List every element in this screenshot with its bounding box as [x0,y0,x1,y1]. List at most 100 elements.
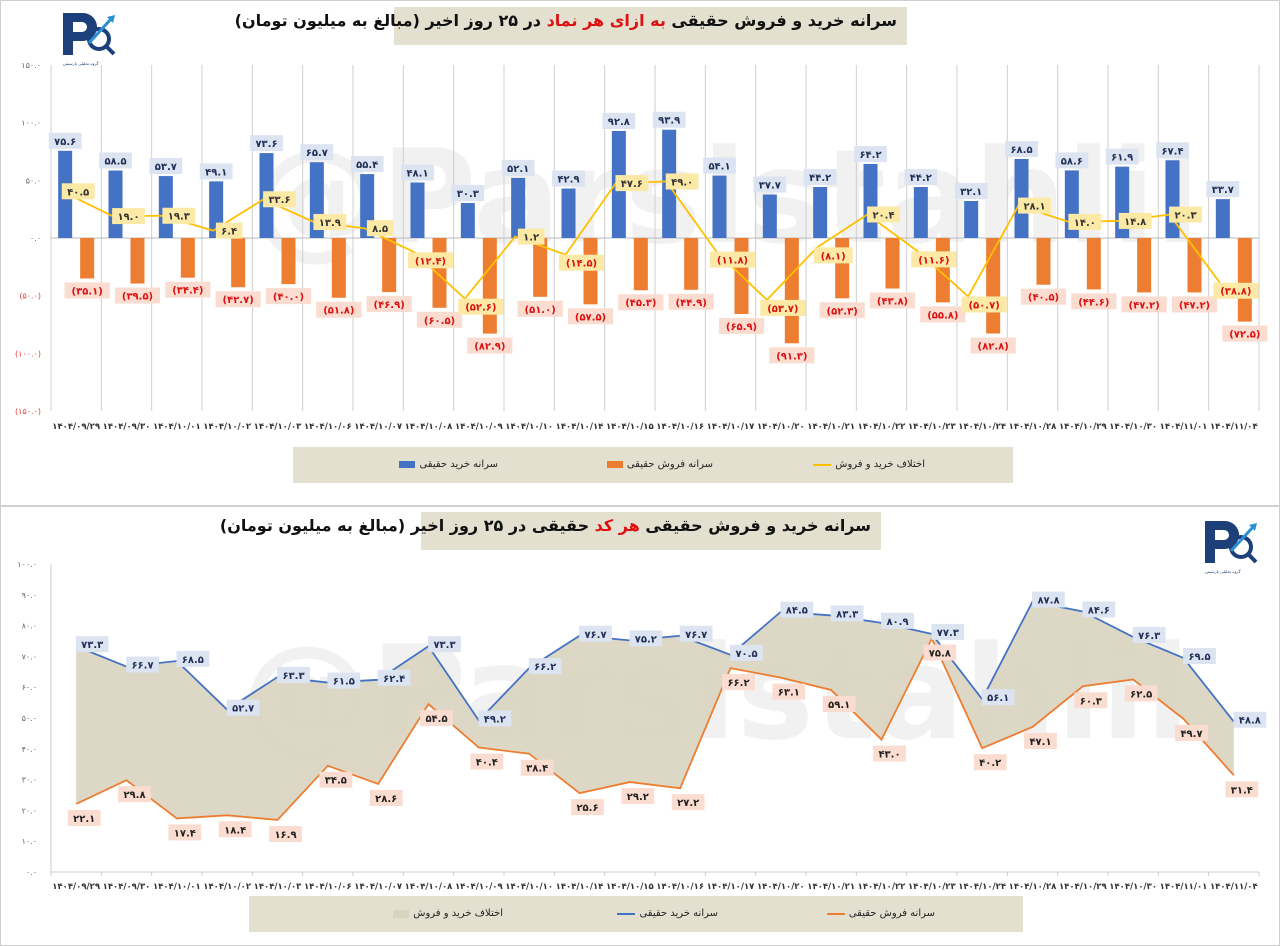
bar-sell [533,238,548,297]
sell-data-label-bg [218,821,252,838]
logo-icon [1205,521,1258,564]
sell-data-label: ۷۵.۸ [929,649,951,660]
x-tick-label: ۱۴۰۴/۱۰/۰۶ [304,422,352,432]
diff-data-label: ۲۰.۳ [1174,211,1196,222]
buy-data-label: ۵۸.۵ [104,157,126,168]
buy-data-label-bg [830,605,864,622]
diff-data-label-bg [911,251,957,268]
bar-buy [712,175,727,238]
x-tick-label: ۱۴۰۴/۱۰/۰۲ [203,882,252,892]
diff-data-label: ۶.۴ [221,227,237,238]
buy-data-label: ۷۷.۳ [937,628,959,639]
bar-sell [784,238,799,344]
sell-data-label: (۴۷.۲) [1129,300,1160,311]
sell-data-label: ۶۰.۳ [1080,696,1102,707]
buy-data-label: ۶۶.۷ [131,661,153,672]
buy-data-label: ۳۷.۷ [759,181,781,192]
buy-data-label-bg [350,156,384,173]
x-tick-label: ۱۴۰۴/۱۰/۱۴ [556,882,604,892]
sell-data-label-bg [621,788,655,805]
buy-data-label: ۶۳.۳ [282,671,304,682]
buy-data-label: ۴۴.۲ [809,173,831,184]
sell-data-label-bg [517,300,563,317]
buy-data-label-bg [451,185,485,202]
x-tick-label: ۱۴۰۴/۱۰/۱۵ [606,882,654,892]
buy-data-label-bg [528,658,562,675]
diff-data-label: (۱۱.۸) [717,256,748,267]
legend-swatch-sell [826,912,845,915]
buy-data-label: ۴۸.۸ [1239,716,1261,727]
sell-data-label-bg [168,824,202,841]
buy-data-label: ۶۸.۵ [182,655,204,666]
sell-data-label-bg [869,292,916,309]
sell-data-label: (۳۴.۴) [172,286,203,297]
buy-data-label: ۶۲.۴ [383,674,405,685]
bar-buy [561,188,576,238]
sell-data-label: ۴۷.۱ [1029,737,1051,748]
x-tick-label: ۱۴۰۴/۱۰/۲۹ [1059,422,1108,432]
x-tick-label: ۱۴۰۴/۱۰/۰۸ [405,882,454,892]
y-tick-label: ۸۰.۰ [22,622,37,631]
title-highlight: هر کد [594,516,640,535]
buy-data-label-bg [954,182,988,199]
buy-data-label-bg [250,135,283,152]
logo-caption: گروه تحلیلی پارسیس [1205,569,1241,574]
sell-data-label: (۵۵.۸) [927,310,958,321]
diff-data-label: (۱۱.۶) [918,255,949,266]
bar-buy [813,187,828,238]
x-tick-label: ۱۴۰۴/۰۹/۲۹ [52,882,101,892]
diff-data-label: (۱۴.۵) [566,259,597,270]
diff-data-label-bg [961,296,1007,313]
chart-legend: اختلاف خرید و فروش سرانه خرید حقیقی سران… [249,896,1023,932]
buy-data-label: ۴۴.۲ [910,173,932,184]
buy-data-label: ۸۷.۸ [1037,596,1059,607]
sell-data-label-bg [316,301,362,318]
bar-sell [835,238,850,299]
x-tick-label: ۱۴۰۴/۱۱/۰۴ [1210,882,1258,892]
buy-data-label-bg [300,144,334,161]
legend-item-buy: سرانه خرید حقیقی [399,459,498,470]
buy-data-label: ۷۳.۳ [433,640,455,651]
sell-data-label: (۵۱.۰) [525,305,556,316]
x-tick-label: ۱۴۰۴/۱۰/۰۳ [254,422,303,432]
x-tick-label: ۱۴۰۴/۱۰/۱۶ [656,422,704,432]
sell-data-label: (۴۴.۹) [676,298,707,309]
buy-data-label: ۵۵.۴ [356,160,378,171]
legend-label: سرانه خرید حقیقی [419,459,498,470]
bar-buy [410,182,425,238]
sell-data-label-bg [571,799,604,816]
bar-chart: ۱۵۰.۰ ۱۰۰.۰ ۵۰.۰ ۰.۰ (۵۰.۰) (۱۰۰.۰) (۱۵۰.۰) ۱۴۰… [15,61,1268,432]
buy-data-label-bg [1156,142,1189,159]
diff-data-label-bg [61,183,95,200]
x-tick-label: ۱۴۰۴/۱۰/۳۰ [1109,422,1157,432]
bar-sell [633,238,648,291]
sell-data-label: (۴۲.۷) [223,295,254,306]
x-tick-label: ۱۴۰۴/۱۰/۱۶ [656,882,704,892]
buy-data-label-bg [176,651,210,668]
sell-data-label-bg [416,311,463,328]
bar-sell [432,238,447,308]
buy-data-label: ۸۳.۳ [836,609,858,620]
title-part: حقیقی در ۲۵ روز اخیر (مبالغ به میلیون تو… [219,516,595,535]
x-tick-label: ۱۴۰۴/۱۰/۲۰ [757,882,805,892]
buy-data-label-bg [1132,626,1166,643]
x-tick-label: ۱۴۰۴/۱۰/۲۴ [958,882,1006,892]
sell-data-label: (۳۵.۱) [72,286,103,297]
sell-data-label: ۴۰.۲ [979,758,1001,769]
legend-swatch-diff [813,463,832,466]
sell-data-label-bg [567,308,614,325]
buy-data-label: ۶۵.۷ [306,148,328,159]
sell-data-label-bg [1171,296,1218,313]
x-tick-label: ۱۴۰۴/۱۰/۲۸ [1009,422,1058,432]
bar-sell [231,238,246,288]
sell-data-label-bg [1024,732,1057,749]
buy-data-label-bg [1183,647,1216,664]
sell-data-label: (۵۲.۳) [827,306,858,317]
diff-data-label-bg [558,254,605,271]
bar-buy [108,170,123,238]
sell-data-label-bg [1071,293,1117,310]
buy-data-label: ۷۵.۲ [635,634,657,645]
x-tick-label: ۱۴۰۴/۱۰/۱۷ [707,422,756,432]
sell-data-label-bg [822,695,856,712]
buy-data-label-bg [981,689,1015,706]
